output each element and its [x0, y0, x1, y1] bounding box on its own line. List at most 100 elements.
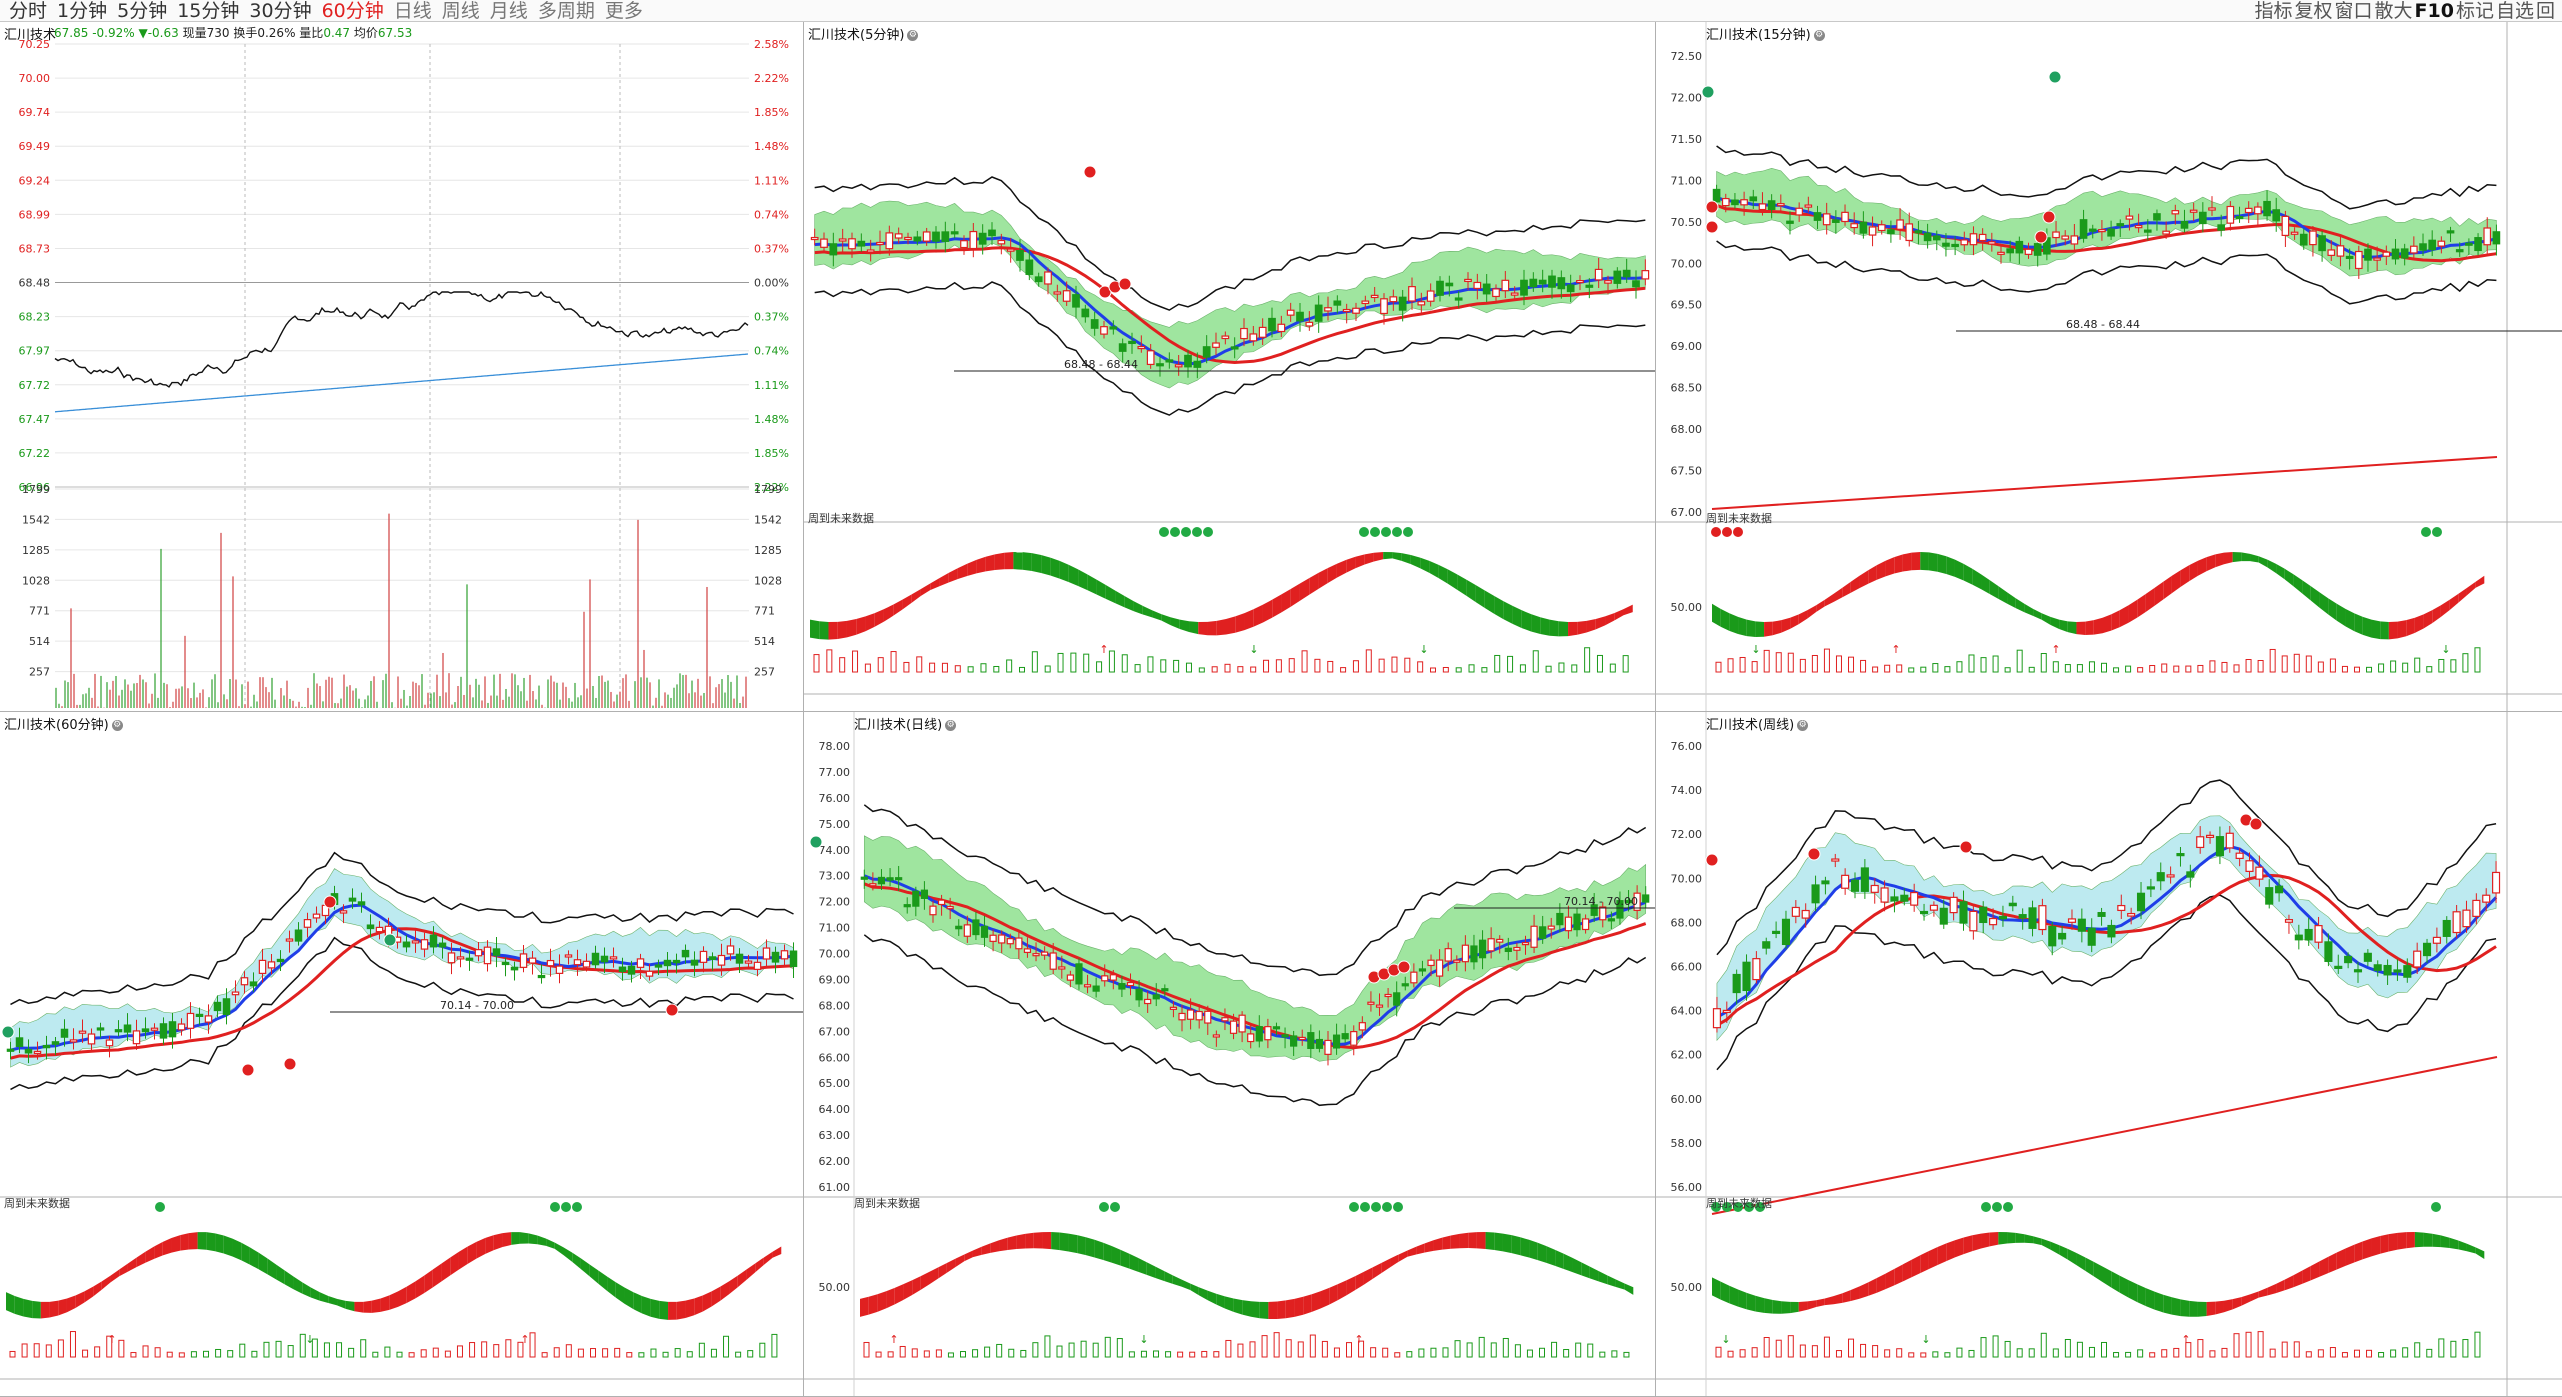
period-tab-4[interactable]: 30分钟	[249, 0, 312, 22]
tool-7[interactable]: 回	[2535, 0, 2555, 22]
candle	[1641, 270, 1650, 280]
intraday-panel[interactable]: 汇川技术 67.85 -0.92% ▼-0.63 现量730 换手0.26% 量…	[0, 22, 804, 712]
osc-histogram-bar	[1321, 1340, 1328, 1358]
settings-icon[interactable]: ⚙	[907, 30, 919, 41]
candle	[195, 1013, 204, 1017]
candle	[2299, 233, 2308, 246]
osc-ribbon	[502, 1232, 512, 1248]
price-tick: 69.24	[19, 174, 51, 187]
osc-histogram-bar	[2221, 1347, 2228, 1358]
candle	[1410, 971, 1418, 984]
osc-ribbon	[912, 1276, 921, 1296]
osc-histogram-bar	[1333, 1347, 1340, 1358]
osc-ribbon	[345, 1300, 355, 1312]
osc-ribbon	[363, 1300, 372, 1313]
candle	[857, 240, 866, 247]
period-tab-2[interactable]: 5分钟	[117, 0, 168, 22]
candle	[2244, 207, 2253, 214]
quote-ratio: 0.47	[323, 26, 351, 40]
osc-histogram-bar	[2197, 664, 2204, 673]
tool-5[interactable]: 标记	[2455, 0, 2494, 22]
settings-icon[interactable]: ⚙	[111, 720, 123, 731]
candle	[222, 998, 231, 1015]
osc-ribbon	[1902, 552, 1912, 572]
osc-ribbon	[2093, 617, 2103, 635]
buy-signal-icon	[1705, 853, 1719, 867]
period-tab-8[interactable]: 月线	[489, 0, 528, 22]
period-tab-3[interactable]: 15分钟	[177, 0, 240, 22]
bollinger-upper	[1716, 145, 2497, 210]
osc-histogram-bar	[1430, 1347, 1437, 1358]
buy-signal-icon	[2042, 210, 2056, 224]
osc-histogram-bar	[1775, 1339, 1782, 1358]
candle	[895, 877, 903, 881]
osc-ribbon	[1433, 1237, 1443, 1251]
osc-histogram-bar	[1584, 647, 1591, 673]
osc-histogram-bar	[1739, 656, 1746, 673]
osc-ribbon	[1876, 1273, 1886, 1293]
osc-histogram-bar	[372, 1351, 379, 1358]
osc-ribbon	[1989, 580, 1999, 599]
osc-ribbon	[554, 1242, 564, 1256]
osc-ribbon	[110, 1269, 120, 1283]
tool-4[interactable]: F10	[2414, 0, 2454, 22]
candle	[1075, 963, 1083, 985]
settings-icon[interactable]: ⚙	[1813, 30, 1825, 41]
tool-6[interactable]: 自选	[2495, 0, 2534, 22]
candle	[1860, 867, 1869, 892]
osc-signal-icon	[1360, 1202, 1370, 1212]
candle	[1979, 906, 1988, 924]
osc-histogram-bar	[1751, 1347, 1758, 1358]
tool-2[interactable]: 窗口	[2334, 0, 2373, 22]
candle	[1929, 904, 1938, 911]
osc-ribbon	[1268, 1301, 1278, 1319]
candle	[1137, 346, 1146, 350]
osc-ribbon	[1842, 1290, 1851, 1303]
settings-icon[interactable]: ⚙	[945, 720, 957, 731]
osc-histogram-bar	[1908, 1352, 1915, 1358]
tool-3[interactable]: 散大	[2374, 0, 2413, 22]
panel-5min[interactable]: 汇川技术(5分钟) ⚙ 周到未来数据 68.48 - 68.44 ↑ ↓ ↓	[804, 22, 1656, 712]
osc-signal-icon	[1359, 527, 1369, 537]
down-arrow-icon: ↓	[1249, 643, 1258, 656]
osc-ribbon	[354, 1301, 364, 1313]
up-arrow-icon: ↑	[1099, 643, 1108, 656]
period-tab-5[interactable]: 60分钟	[321, 0, 384, 22]
osc-histogram-bar	[1860, 1343, 1867, 1358]
osc-histogram-bar	[142, 1345, 149, 1358]
candle	[1240, 327, 1248, 340]
panel-weekly[interactable]: 汇川技术(周线) ⚙ 周到未来数据 76.00 74.00 72.00 70.00 68.…	[1656, 712, 2562, 1397]
tool-1[interactable]: 复权	[2294, 0, 2333, 22]
osc-ribbon	[1207, 1290, 1217, 1305]
price-tick: 73.00	[819, 870, 851, 883]
candle	[2442, 919, 2451, 937]
period-tab-9[interactable]: 多周期	[537, 0, 595, 22]
period-tab-0[interactable]: 分时	[9, 0, 48, 22]
period-tab-1[interactable]: 1分钟	[57, 0, 108, 22]
settings-icon[interactable]: ⚙	[1797, 720, 1809, 731]
candle	[1092, 985, 1100, 992]
pct-tick: 1.85%	[754, 106, 789, 119]
panel-60min[interactable]: 汇川技术(60分钟) ⚙ 周到未来数据 70.14 - 70.00 ↑ ↓ ↑	[0, 712, 804, 1397]
osc-ribbon	[2154, 1291, 2164, 1313]
tool-0[interactable]: 指标	[2254, 0, 2293, 22]
period-tab-7[interactable]: 周线	[441, 0, 480, 22]
candle	[838, 238, 847, 242]
osc-histogram-bar	[2317, 661, 2324, 673]
osc-histogram-bar	[2040, 653, 2047, 673]
candle	[929, 905, 937, 916]
price-tick: 58.00	[1671, 1137, 1703, 1150]
osc-histogram-bar	[203, 1350, 209, 1358]
period-tab-6[interactable]: 日线	[393, 0, 432, 22]
kline-chart-60min: 70.14 - 70.00 ↑ ↓ ↑	[0, 851, 803, 1380]
panel-15min[interactable]: 汇川技术(15分钟) ⚙ 周到未来数据 72.50 72.00 71.50 71.00 7…	[1656, 22, 2562, 712]
osc-ribbon	[1016, 1233, 1026, 1250]
osc-histogram-bar	[1623, 1351, 1630, 1358]
osc-ribbon	[1568, 621, 1578, 637]
panel-daily[interactable]: 汇川技术(日线) ⚙ 周到未来数据 78.00 77.00 76.00 75.00 74.…	[804, 712, 1656, 1397]
osc-ribbon	[1161, 614, 1171, 626]
osc-histogram-bar	[2197, 1339, 2204, 1358]
candle	[1367, 1001, 1375, 1005]
osc-ribbon	[1277, 1300, 1286, 1319]
period-tab-10[interactable]: 更多	[604, 0, 643, 22]
